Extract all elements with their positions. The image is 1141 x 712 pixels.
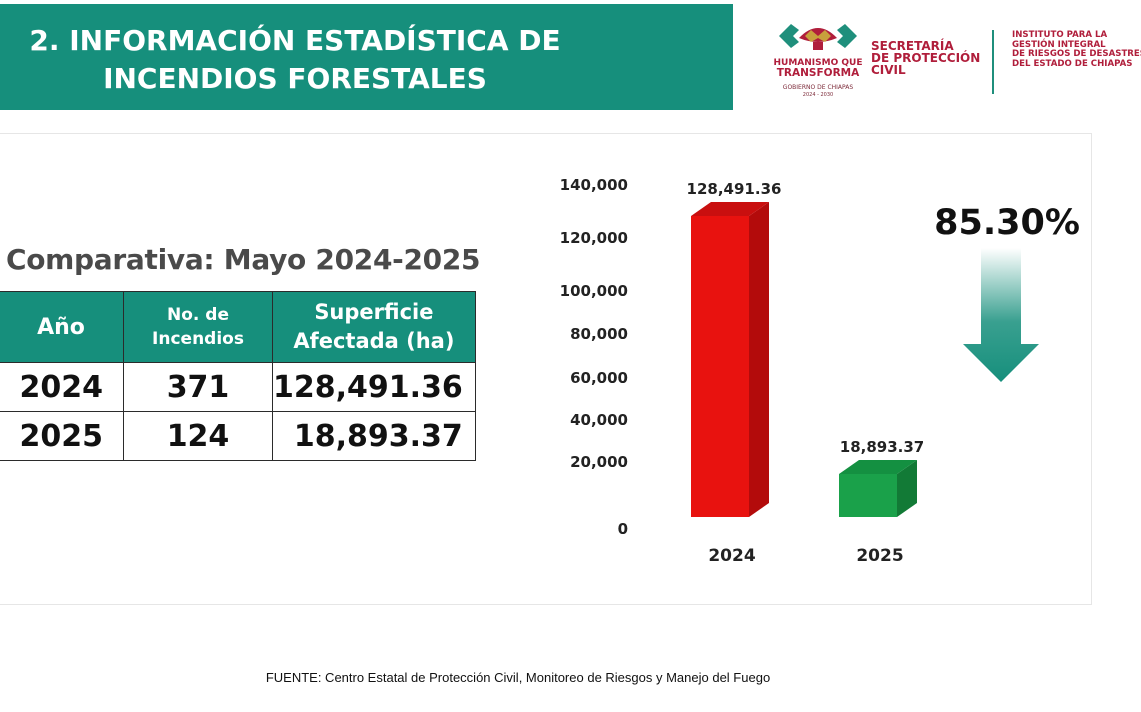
instituto-line: GESTIÓN INTEGRAL bbox=[1012, 39, 1106, 50]
instituto-line: DE RIESGOS DE DESASTRES bbox=[1012, 49, 1141, 59]
x-tick-label: 2024 bbox=[708, 546, 755, 566]
bar-front bbox=[691, 216, 749, 517]
gobierno-line2: TRANSFORMA bbox=[776, 67, 860, 79]
bar-top bbox=[839, 460, 917, 474]
header-area-line1: Superficie bbox=[314, 300, 434, 324]
table-row: 2025 124 18,893.37 bbox=[0, 411, 476, 461]
gobierno-line1: HUMANISMO QUE bbox=[773, 58, 863, 68]
y-tick-label: 80,000 bbox=[570, 325, 628, 343]
row-area: 18,893.37 bbox=[272, 411, 476, 461]
secretaria-label: SECRETARÍA DE PROTECCIÓN CIVIL bbox=[871, 40, 980, 76]
data-label: 128,491.36 bbox=[687, 180, 782, 198]
page-title-line1: 2. INFORMACIÓN ESTADÍSTICA DE bbox=[29, 24, 561, 57]
secretaria-line: SECRETARÍA bbox=[871, 39, 954, 53]
bar-front bbox=[839, 474, 897, 517]
bar-top bbox=[691, 202, 769, 216]
y-tick-label: 100,000 bbox=[560, 282, 628, 300]
row-area: 128,491.36 bbox=[272, 362, 476, 412]
instituto-label: INSTITUTO PARA LA GESTIÓN INTEGRAL DE RI… bbox=[1012, 30, 1141, 69]
table-header-row: Año No. de Incendios Superficie Afectada… bbox=[0, 291, 476, 363]
comparison-table: Año No. de Incendios Superficie Afectada… bbox=[0, 291, 476, 461]
instituto-line: DEL ESTADO DE CHIAPAS bbox=[1012, 58, 1133, 69]
secretaria-line: DE PROTECCIÓN bbox=[871, 51, 981, 65]
logos-area: HUMANISMO QUE TRANSFORMA GOBIERNO DE CHI… bbox=[745, 4, 1141, 110]
row-year: 2025 bbox=[0, 411, 124, 461]
y-tick-label: 20,000 bbox=[570, 453, 628, 471]
x-tick-label: 2025 bbox=[856, 546, 903, 566]
header-area: Superficie Afectada (ha) bbox=[272, 291, 476, 363]
table-row: 2024 371 128,491.36 bbox=[0, 362, 476, 412]
row-year: 2024 bbox=[0, 362, 124, 412]
logo-divider bbox=[992, 30, 994, 94]
bar-side bbox=[897, 460, 917, 517]
reduction-percentage: 85.30% bbox=[934, 203, 1080, 243]
down-arrow-icon bbox=[963, 248, 1039, 382]
page-title-line2: INCENDIOS FORESTALES bbox=[103, 62, 487, 95]
comparison-title: Comparativa: Mayo 2024-2025 bbox=[6, 243, 481, 276]
gobierno-small: GOBIERNO DE CHIAPAS bbox=[782, 84, 854, 91]
y-tick-label: 40,000 bbox=[570, 411, 628, 429]
bar-2024 bbox=[691, 202, 769, 517]
gobierno-years: 2024 - 2030 bbox=[802, 92, 834, 98]
header-banner: 2. INFORMACIÓN ESTADÍSTICA DE INCENDIOS … bbox=[0, 4, 733, 110]
chiapas-emblem-icon bbox=[779, 24, 857, 50]
header-fires-line2: Incendios bbox=[152, 329, 244, 349]
header-area-line2: Afectada (ha) bbox=[293, 329, 455, 353]
data-label: 18,893.37 bbox=[840, 438, 924, 456]
secretaria-line: CIVIL bbox=[871, 63, 906, 77]
bar-2025 bbox=[839, 460, 917, 517]
row-fires: 371 bbox=[123, 362, 273, 412]
y-tick-label: 140,000 bbox=[560, 176, 628, 194]
y-tick-label: 60,000 bbox=[570, 369, 628, 387]
source-note: FUENTE: Centro Estatal de Protección Civ… bbox=[265, 670, 771, 685]
page-title: 2. INFORMACIÓN ESTADÍSTICA DE INCENDIOS … bbox=[0, 22, 590, 98]
header-fires: No. de Incendios bbox=[123, 291, 273, 363]
header-year: Año bbox=[0, 291, 124, 363]
row-fires: 124 bbox=[123, 411, 273, 461]
instituto-line: INSTITUTO PARA LA bbox=[1012, 30, 1108, 40]
header-fires-line1: No. de bbox=[167, 305, 229, 325]
y-tick-label: 0 bbox=[618, 520, 628, 538]
y-tick-label: 120,000 bbox=[560, 229, 628, 247]
bar-side bbox=[749, 202, 769, 517]
